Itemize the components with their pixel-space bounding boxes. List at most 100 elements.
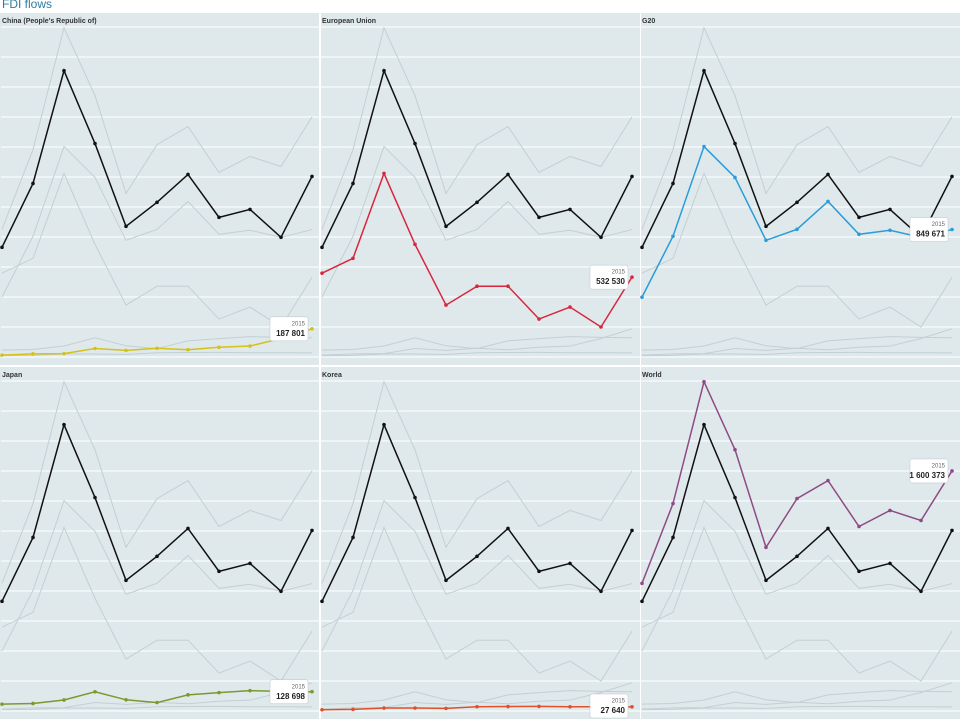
series-line-point bbox=[630, 705, 634, 709]
reference-line-point bbox=[0, 599, 4, 604]
context-line bbox=[1, 380, 313, 584]
series-line-point bbox=[919, 518, 923, 523]
reference-line-point bbox=[444, 224, 448, 229]
reference-line-point bbox=[919, 589, 923, 594]
context-line bbox=[321, 336, 633, 351]
series-line-point bbox=[93, 689, 97, 694]
series-line-point bbox=[351, 256, 355, 261]
reference-line-point bbox=[31, 535, 35, 540]
context-line bbox=[641, 172, 953, 328]
series-line-point bbox=[568, 305, 572, 309]
series-line-point bbox=[31, 352, 35, 356]
reference-line-point bbox=[475, 200, 479, 205]
context-line bbox=[1, 351, 313, 357]
callout-box bbox=[269, 316, 309, 342]
series-line-point bbox=[124, 348, 128, 353]
reference-line-point bbox=[506, 526, 510, 531]
reference-line-point bbox=[640, 599, 644, 604]
reference-line-point bbox=[217, 215, 221, 220]
series-line-point bbox=[888, 508, 892, 513]
context-line bbox=[641, 336, 953, 351]
callout-year: 2015 bbox=[612, 699, 626, 705]
series-line-point bbox=[826, 199, 830, 204]
series-line-point bbox=[475, 284, 479, 289]
reference-line-point bbox=[733, 495, 737, 500]
reference-line-point bbox=[857, 569, 861, 574]
reference-line-point bbox=[310, 528, 314, 533]
reference-line-point bbox=[186, 172, 190, 177]
callout-value: 128 698 bbox=[276, 692, 305, 701]
context-line bbox=[641, 499, 953, 652]
reference-line-point bbox=[795, 554, 799, 559]
reference-line-point bbox=[671, 535, 675, 540]
series-line-point bbox=[320, 271, 324, 275]
context-line bbox=[641, 526, 953, 682]
reference-line-point bbox=[93, 141, 97, 146]
panel-title: European Union bbox=[322, 18, 376, 25]
reference-line-point bbox=[186, 526, 190, 531]
reference-line-point bbox=[62, 68, 66, 73]
panel-background bbox=[641, 13, 960, 365]
reference-line-point bbox=[857, 215, 861, 220]
series-line-point bbox=[764, 545, 768, 550]
reference-line-point bbox=[351, 535, 355, 540]
series-line-point bbox=[795, 496, 799, 501]
series-line-point bbox=[217, 345, 221, 350]
reference-line-point bbox=[155, 200, 159, 205]
series-line-point bbox=[733, 447, 737, 452]
reference-line-point bbox=[444, 578, 448, 583]
callout-year: 2015 bbox=[932, 464, 946, 470]
series-line-point bbox=[764, 238, 768, 243]
context-line bbox=[1, 499, 313, 652]
series-line-point bbox=[382, 171, 386, 176]
panel-background bbox=[321, 13, 640, 365]
context-line bbox=[321, 145, 633, 298]
callout-year: 2015 bbox=[292, 321, 306, 327]
context-line bbox=[1, 145, 313, 298]
panel-title: Korea bbox=[322, 372, 342, 379]
reference-line-point bbox=[248, 561, 252, 566]
reference-line-point bbox=[248, 207, 252, 212]
context-line bbox=[1, 26, 313, 230]
context-line bbox=[321, 26, 633, 230]
series-line-point bbox=[155, 700, 159, 705]
series-line-point bbox=[0, 702, 4, 706]
reference-line-point bbox=[764, 224, 768, 229]
callout-value: 849 671 bbox=[916, 230, 945, 239]
series-line-point bbox=[248, 688, 252, 693]
series-line-point bbox=[310, 689, 314, 694]
reference-line-point bbox=[888, 561, 892, 566]
reference-line-point bbox=[630, 528, 634, 533]
reference-line-point bbox=[382, 422, 386, 427]
series-line-point bbox=[857, 232, 861, 237]
reference-line-point bbox=[826, 526, 830, 531]
reference-line-point bbox=[62, 422, 66, 427]
context-line bbox=[1, 526, 313, 682]
reference-line-point bbox=[950, 528, 954, 533]
series-line-point bbox=[630, 275, 634, 279]
context-line bbox=[321, 351, 633, 357]
series-line-point bbox=[857, 524, 861, 529]
reference-line-point bbox=[764, 578, 768, 583]
series-line-point bbox=[506, 284, 510, 289]
reference-line-point bbox=[671, 181, 675, 186]
series-line-point bbox=[310, 327, 314, 331]
reference-line-point bbox=[475, 554, 479, 559]
reference-line-point bbox=[599, 589, 603, 594]
reference-line-point bbox=[568, 207, 572, 212]
context-line bbox=[1, 705, 313, 711]
reference-line-point bbox=[124, 224, 128, 229]
callout-box bbox=[909, 217, 949, 242]
series-line-point bbox=[475, 704, 479, 709]
series-line-point bbox=[599, 325, 603, 329]
callout-box bbox=[589, 264, 629, 290]
series-line-point bbox=[93, 346, 97, 351]
series-line-point bbox=[31, 701, 35, 706]
panel-title: G20 bbox=[642, 18, 655, 25]
series-line-point bbox=[0, 353, 4, 357]
series-line-point bbox=[506, 704, 510, 709]
callout-box bbox=[269, 679, 309, 704]
series-line-point bbox=[640, 295, 644, 299]
context-line bbox=[321, 690, 633, 705]
